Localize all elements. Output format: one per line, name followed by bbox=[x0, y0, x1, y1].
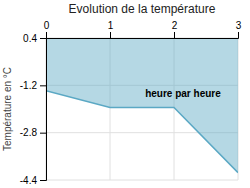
axis-line bbox=[47, 32, 239, 39]
x-axis: 0 1 2 3 bbox=[44, 20, 242, 39]
tick-label: 1 bbox=[108, 20, 114, 31]
grid-line bbox=[46, 180, 238, 181]
tick-label: 0 bbox=[44, 20, 50, 31]
tick-mark bbox=[40, 85, 46, 86]
tick: 0 bbox=[44, 20, 50, 38]
tick: 2 bbox=[172, 20, 178, 38]
tick-mark bbox=[40, 38, 46, 39]
tick-mark bbox=[46, 32, 47, 38]
tick-label: -1.2 bbox=[20, 80, 38, 91]
tick: 3 bbox=[236, 20, 242, 38]
tick-label: -4.4 bbox=[20, 175, 38, 186]
axis-line bbox=[40, 39, 47, 181]
line bbox=[46, 91, 238, 173]
tick: 0.4 bbox=[23, 33, 46, 44]
plot: 0 1 2 3 0.4 -1.2 -2.8 -4.4 heure par heure bbox=[20, 20, 242, 186]
tick-label: -2.8 bbox=[20, 127, 38, 138]
tick: -1.2 bbox=[20, 80, 46, 91]
tick-label: 0.4 bbox=[23, 33, 37, 44]
tick-mark bbox=[40, 180, 46, 181]
tick: -4.4 bbox=[20, 175, 46, 186]
y-axis: 0.4 -1.2 -2.8 -4.4 bbox=[20, 33, 47, 186]
tick-mark bbox=[238, 32, 239, 38]
marks bbox=[46, 38, 238, 173]
y-axis-title: Température en °C bbox=[2, 67, 13, 151]
tick: 1 bbox=[108, 20, 114, 38]
tick-label: 3 bbox=[236, 20, 242, 31]
grid bbox=[46, 38, 238, 180]
tick-label: 2 bbox=[172, 20, 178, 31]
chart: 0 1 2 3 0.4 -1.2 -2.8 -4.4 heure par heure Evolut… bbox=[0, 0, 250, 188]
area bbox=[46, 38, 238, 173]
tick-mark bbox=[110, 32, 111, 38]
title: Evolution de la température bbox=[69, 2, 216, 16]
tick-mark bbox=[40, 133, 46, 134]
tick-mark bbox=[174, 32, 175, 38]
tick: -2.8 bbox=[20, 127, 46, 138]
annotation: heure par heure bbox=[145, 88, 221, 99]
